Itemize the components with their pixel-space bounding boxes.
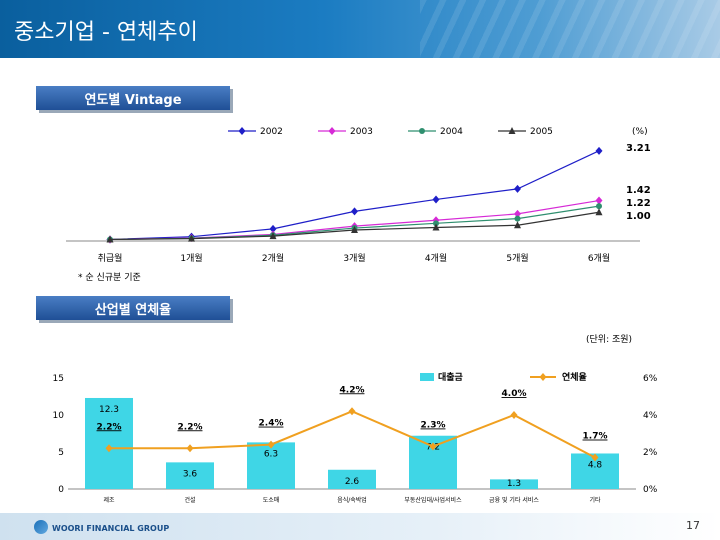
legend-label: 2005 bbox=[530, 127, 553, 137]
legend-label: 2003 bbox=[350, 127, 373, 137]
data-point bbox=[269, 224, 277, 233]
right-axis-tick: 6% bbox=[643, 374, 658, 384]
legend-bar-swatch bbox=[420, 373, 434, 381]
page-number: 17 bbox=[686, 519, 700, 532]
data-point bbox=[595, 196, 603, 205]
rate-label: 2.4% bbox=[259, 419, 284, 429]
unit-note: (단위: 조원) bbox=[586, 335, 633, 345]
category-label: 기타 bbox=[589, 496, 601, 504]
vintage-line-chart: (%) 취급월 1개월 2개월 3개월 4개월 5개월 6개월 2002 2003 2004 200… bbox=[66, 127, 651, 264]
legend-line-label: 연체율 bbox=[562, 371, 587, 383]
end-value-label: 1.22 bbox=[626, 198, 651, 209]
series-line-2003 bbox=[109, 199, 600, 241]
x-tick-label: 6개월 bbox=[588, 252, 610, 264]
section-industry-label: 산업별 연체율 bbox=[36, 296, 230, 320]
rate-label: 4.0% bbox=[502, 389, 527, 399]
line-point bbox=[591, 453, 599, 462]
industry-combo-chart: 0 5 10 15 0% 2% 4% 6% 대출금 연체율 12.3 제조 3.6 건설 6.3 도소매 2.6… bbox=[53, 371, 658, 504]
bar-value-label: 6.3 bbox=[264, 449, 278, 459]
x-tick-label: 3개월 bbox=[343, 252, 365, 264]
category-label: 도소매 bbox=[263, 496, 280, 504]
data-point bbox=[432, 223, 440, 231]
category-label: 부동산임대/사업서비스 bbox=[404, 496, 462, 504]
bar bbox=[490, 479, 538, 489]
rate-label: 2.2% bbox=[97, 422, 122, 432]
left-axis-tick: 15 bbox=[53, 374, 64, 384]
left-axis-tick: 5 bbox=[58, 448, 64, 458]
legend-label: 2004 bbox=[440, 127, 463, 137]
delinquency-line bbox=[109, 410, 596, 459]
bar-value-label: 1.3 bbox=[507, 479, 521, 489]
rate-label: 4.2% bbox=[340, 385, 365, 395]
vintage-footnote: * 순 신규분 기준 bbox=[78, 273, 141, 283]
data-point bbox=[432, 195, 440, 204]
right-axis-tick: 0% bbox=[643, 485, 658, 495]
page-title: 중소기업 - 연체추이 bbox=[14, 20, 198, 45]
line-point bbox=[348, 407, 356, 416]
header-decoration bbox=[420, 0, 720, 58]
footer-bar bbox=[0, 513, 720, 540]
line-point bbox=[105, 444, 113, 453]
legend-marker bbox=[238, 127, 246, 135]
data-point bbox=[596, 203, 602, 210]
bar-value-label: 2.6 bbox=[345, 477, 360, 487]
right-axis-tick: 2% bbox=[643, 448, 658, 458]
x-tick-label: 취급월 bbox=[98, 252, 123, 264]
x-tick-label: 4개월 bbox=[425, 252, 447, 264]
bar-value-label: 3.6 bbox=[183, 469, 198, 479]
category-label: 음식/숙박업 bbox=[337, 496, 367, 504]
data-point bbox=[351, 207, 358, 216]
data-point bbox=[514, 215, 521, 222]
line-point bbox=[510, 411, 518, 419]
bar bbox=[328, 469, 376, 489]
left-axis-tick: 10 bbox=[53, 411, 65, 421]
legend-marker bbox=[328, 127, 336, 135]
data-point bbox=[188, 234, 195, 242]
legend-label: 2002 bbox=[260, 127, 283, 137]
end-value-label: 1.00 bbox=[626, 211, 651, 222]
category-label: 건설 bbox=[184, 496, 195, 504]
company-logo: WOORI FINANCIAL GROUP bbox=[52, 524, 170, 533]
bar-value-label: 4.8 bbox=[588, 460, 603, 470]
left-axis-tick: 0 bbox=[58, 485, 64, 495]
data-point bbox=[269, 232, 277, 240]
data-point bbox=[514, 209, 521, 218]
end-value-label: 3.21 bbox=[626, 143, 651, 154]
data-point bbox=[595, 208, 603, 216]
bar bbox=[247, 442, 295, 489]
bar-value-label: 12.3 bbox=[99, 405, 119, 415]
data-point bbox=[595, 146, 603, 155]
rate-label: 2.3% bbox=[421, 420, 446, 430]
category-label: 제조 bbox=[103, 496, 115, 504]
x-tick-label: 1개월 bbox=[180, 252, 202, 264]
legend-marker bbox=[508, 127, 516, 134]
legend-marker bbox=[419, 128, 425, 134]
data-point bbox=[514, 184, 521, 193]
rate-label: 1.7% bbox=[583, 432, 608, 442]
header-banner bbox=[0, 0, 720, 58]
woori-logo-icon bbox=[34, 520, 48, 534]
line-point bbox=[267, 440, 275, 449]
right-axis-tick: 4% bbox=[643, 411, 658, 421]
data-point bbox=[351, 226, 358, 233]
line-point bbox=[429, 442, 437, 451]
data-point bbox=[106, 235, 114, 243]
legend-bar-label: 대출금 bbox=[438, 371, 464, 383]
bar bbox=[166, 462, 214, 489]
end-value-label: 1.42 bbox=[626, 185, 651, 196]
x-tick-label: 5개월 bbox=[506, 252, 528, 264]
data-point bbox=[514, 221, 521, 229]
data-point bbox=[433, 220, 439, 227]
section-vintage-label: 연도별 Vintage bbox=[36, 86, 230, 110]
vintage-unit-label: (%) bbox=[632, 127, 648, 137]
x-tick-label: 2개월 bbox=[262, 252, 284, 264]
bar bbox=[85, 397, 133, 489]
line-point bbox=[186, 444, 194, 453]
category-label: 금융 및 기타 서비스 bbox=[489, 496, 539, 504]
legend-line-marker bbox=[539, 373, 547, 381]
rate-label: 2.2% bbox=[178, 422, 203, 432]
